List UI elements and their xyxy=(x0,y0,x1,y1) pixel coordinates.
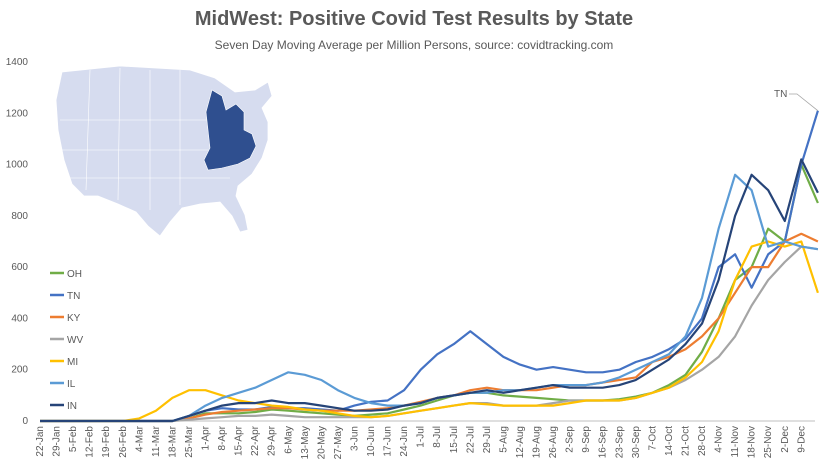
y-tick-label: 1000 xyxy=(6,160,29,171)
y-tick-label: 800 xyxy=(11,211,28,222)
legend: OH TN KY WV MI IL IN xyxy=(50,269,83,412)
axes: 0 200 400 600 800 1000 1200 1400 22-Jan 29-Jan 5-F… xyxy=(6,57,815,459)
y-tick-label: 200 xyxy=(11,365,28,376)
x-tick-label: 1-Jul xyxy=(416,426,427,448)
x-tick-label: 20-May xyxy=(316,426,327,459)
y-tick-label: 0 xyxy=(22,416,28,427)
x-tick-label: 1-Apr xyxy=(201,425,212,450)
x-tick-label: 15-Apr xyxy=(234,425,245,456)
x-tick-label: 18-Mar xyxy=(167,425,178,457)
x-tick-label: 10-Jun xyxy=(366,426,377,457)
legend-label-oh: OH xyxy=(67,269,82,280)
x-tick-label: 4-Nov xyxy=(714,426,725,453)
x-tick-label: 25-Mar xyxy=(184,425,195,457)
x-tick-label: 6-May xyxy=(283,426,294,454)
annotation-leader-line xyxy=(789,93,819,112)
x-tick-label: 23-Sep xyxy=(614,426,625,459)
x-tick-label: 12-Aug xyxy=(515,426,526,458)
x-tick-label: 15-Jul xyxy=(449,426,460,453)
x-tick-label: 30-Sep xyxy=(631,426,642,459)
x-tick-label: 2-Sep xyxy=(565,426,576,453)
y-tick-label: 400 xyxy=(11,313,28,324)
x-tick-label: 12-Feb xyxy=(85,426,96,458)
x-tick-label: 28-Oct xyxy=(697,426,708,456)
legend-label-mi: MI xyxy=(67,357,78,368)
x-tick-label: 22-Jan xyxy=(35,426,46,457)
series-lines xyxy=(40,110,819,423)
x-tick-label: 11-Nov xyxy=(730,426,741,458)
x-tick-label: 7-Oct xyxy=(647,426,658,451)
x-tick-label: 5-Feb xyxy=(68,426,79,453)
x-tick-label: 3-Jun xyxy=(349,426,360,451)
legend-label-il: IL xyxy=(67,379,76,390)
y-tick-label: 1400 xyxy=(6,57,29,68)
x-tick-label: 19-Aug xyxy=(532,426,543,458)
x-tick-label: 17-Jun xyxy=(383,426,394,457)
x-tick-label: 14-Oct xyxy=(664,426,675,456)
chart-title: MidWest: Positive Covid Test Results by … xyxy=(194,8,634,30)
x-tick-label: 26-Aug xyxy=(548,426,559,458)
x-tick-label: 9-Dec xyxy=(796,426,807,453)
series-line-ky xyxy=(40,232,819,423)
series-line-mi xyxy=(40,240,819,423)
x-tick-label: 29-Jan xyxy=(52,426,63,457)
x-tick-label: 4-Mar xyxy=(134,425,145,452)
x-tick-label: 22-Jul xyxy=(465,426,476,453)
x-tick-label: 19-Feb xyxy=(101,426,112,458)
x-tick-label: 25-Nov xyxy=(763,426,774,458)
x-tick-label: 24-Jun xyxy=(399,426,410,457)
series-line-in xyxy=(40,158,819,423)
x-tick-label: 8-Jul xyxy=(432,426,443,448)
x-tick-label: 27-May xyxy=(333,426,344,459)
x-tick-label: 2-Dec xyxy=(780,426,791,453)
x-tick-label: 16-Sep xyxy=(598,426,609,459)
series-line-wv xyxy=(40,245,819,423)
y-tick-label: 600 xyxy=(11,262,28,273)
x-tick-label: 5-Aug xyxy=(498,426,509,453)
x-tick-label: 21-Oct xyxy=(680,426,691,456)
state-borders xyxy=(60,67,230,210)
legend-label-tn: TN xyxy=(67,291,80,302)
midwest-highlight xyxy=(203,89,257,171)
us-map-inset xyxy=(55,65,273,237)
chart-subtitle: Seven Day Moving Average per Million Per… xyxy=(214,38,614,52)
x-tick-label: 8-Apr xyxy=(217,425,228,450)
x-tick-label: 9-Sep xyxy=(581,426,592,453)
x-tick-label: 13-May xyxy=(300,426,311,459)
x-tick-label: 11-Mar xyxy=(151,425,162,457)
x-tick-label: 29-Apr xyxy=(267,425,278,456)
tn-annotation-label: TN xyxy=(774,89,787,100)
x-tick-label: 18-Nov xyxy=(747,426,758,458)
x-tick-label: 26-Feb xyxy=(118,426,129,458)
x-tick-label: 22-Apr xyxy=(250,425,261,456)
x-tick-label: 29-Jul xyxy=(482,426,493,453)
y-tick-label: 1200 xyxy=(6,108,29,119)
legend-label-ky: KY xyxy=(67,313,81,324)
legend-label-in: IN xyxy=(67,401,77,412)
annotation: TN xyxy=(774,89,819,112)
legend-label-wv: WV xyxy=(67,335,83,346)
